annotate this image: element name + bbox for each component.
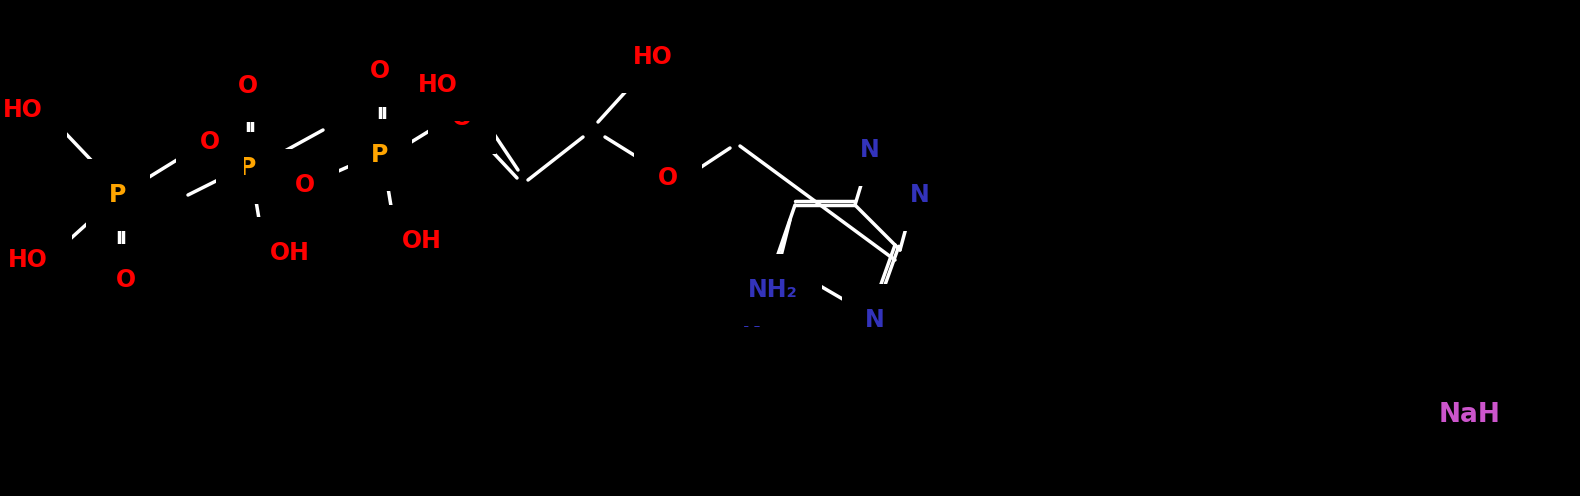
- Text: O: O: [657, 166, 678, 190]
- Text: HO: HO: [419, 73, 458, 97]
- Text: NaH: NaH: [1439, 402, 1501, 428]
- Text: NH₂: NH₂: [747, 278, 798, 302]
- Text: P: P: [371, 143, 389, 167]
- Text: OH: OH: [270, 241, 310, 265]
- Text: HO: HO: [3, 98, 43, 122]
- Text: N: N: [910, 183, 931, 207]
- Text: OH: OH: [401, 229, 442, 253]
- Text: O: O: [115, 268, 136, 292]
- Text: HO: HO: [8, 248, 47, 272]
- Text: O: O: [239, 74, 258, 98]
- Text: HO: HO: [634, 45, 673, 69]
- Text: N: N: [860, 138, 880, 162]
- Text: O: O: [370, 59, 390, 83]
- Text: N: N: [866, 308, 885, 332]
- Text: N: N: [743, 308, 762, 332]
- Text: O: O: [295, 173, 314, 197]
- Text: P: P: [109, 183, 126, 207]
- Text: O: O: [452, 106, 472, 130]
- Text: P: P: [239, 156, 256, 180]
- Text: O: O: [201, 130, 220, 154]
